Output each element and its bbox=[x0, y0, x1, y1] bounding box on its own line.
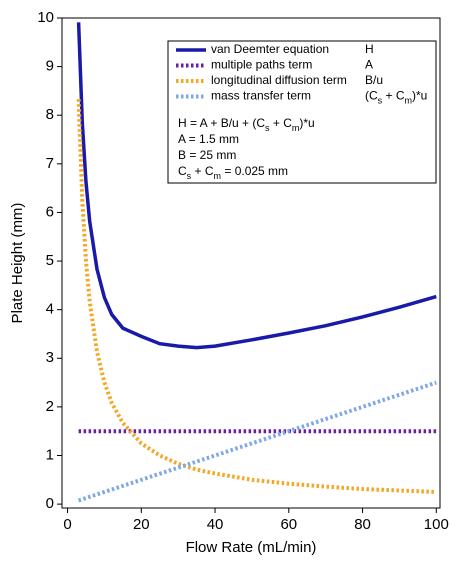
annotation: A = 1.5 mm bbox=[178, 132, 239, 146]
text-segment: A = 1.5 mm bbox=[178, 132, 239, 146]
x-tick-label: 0 bbox=[63, 516, 71, 533]
text-segment: + C bbox=[382, 89, 405, 103]
y-tick-label: 3 bbox=[46, 349, 54, 366]
legend-label: van Deemter equation bbox=[211, 42, 329, 56]
y-tick-label: 1 bbox=[46, 446, 54, 463]
text-segment: s bbox=[378, 96, 383, 106]
annotation: Cs + Cm = 0.025 mm bbox=[178, 164, 288, 181]
text-segment: B = 25 mm bbox=[178, 148, 236, 162]
x-tick-label: 80 bbox=[354, 516, 371, 533]
series-line bbox=[76, 22, 437, 350]
legend-label: mass transfer term bbox=[211, 89, 311, 103]
legend-box bbox=[167, 40, 437, 184]
y-tick-label: 5 bbox=[46, 252, 54, 269]
series-line bbox=[77, 380, 437, 503]
legend-label: longitudinal diffusion term bbox=[211, 73, 347, 87]
y-tick-label: 8 bbox=[46, 106, 54, 123]
x-tick-label: 100 bbox=[424, 516, 449, 533]
text-segment: m bbox=[292, 123, 300, 133]
text-segment: (C bbox=[365, 89, 378, 103]
text-segment: C bbox=[178, 164, 187, 178]
text-segment: s bbox=[187, 171, 192, 181]
x-axis-label: Flow Rate (mL/min) bbox=[186, 539, 317, 556]
text-segment: + C bbox=[270, 116, 293, 130]
text-segment: )*u bbox=[412, 89, 427, 103]
y-axis-label: Plate Height (mm) bbox=[9, 203, 26, 324]
x-tick-label: 40 bbox=[207, 516, 224, 533]
plot-area bbox=[76, 22, 437, 503]
legend-label: multiple paths term bbox=[211, 58, 312, 72]
text-segment: s bbox=[265, 123, 270, 133]
y-tick-label: 10 bbox=[37, 9, 54, 26]
y-tick-label: 4 bbox=[46, 301, 54, 318]
plot-frame bbox=[61, 17, 441, 509]
y-tick-label: 9 bbox=[46, 58, 54, 75]
text-segment: + C bbox=[191, 164, 214, 178]
y-tick-label: 2 bbox=[46, 398, 54, 415]
annotation: H = A + B/u + (Cs + Cm)*u bbox=[178, 116, 315, 133]
legend-term: (Cs + Cm)*u bbox=[365, 89, 427, 106]
legend-term: A bbox=[365, 58, 373, 72]
y-tick-label: 7 bbox=[46, 155, 54, 172]
x-tick-label: 20 bbox=[133, 516, 150, 533]
text-segment: H = A + B/u + (C bbox=[178, 116, 265, 130]
legend-term: B/u bbox=[365, 73, 383, 87]
text-segment: = 0.025 mm bbox=[221, 164, 288, 178]
x-tick-label: 60 bbox=[280, 516, 297, 533]
annotation: B = 25 mm bbox=[178, 148, 236, 162]
y-tick-label: 6 bbox=[46, 203, 54, 220]
text-segment: m bbox=[405, 96, 413, 106]
text-segment: m bbox=[214, 171, 222, 181]
legend-term: H bbox=[365, 42, 374, 56]
y-tick-label: 0 bbox=[46, 495, 54, 512]
text-segment: )*u bbox=[299, 116, 314, 130]
